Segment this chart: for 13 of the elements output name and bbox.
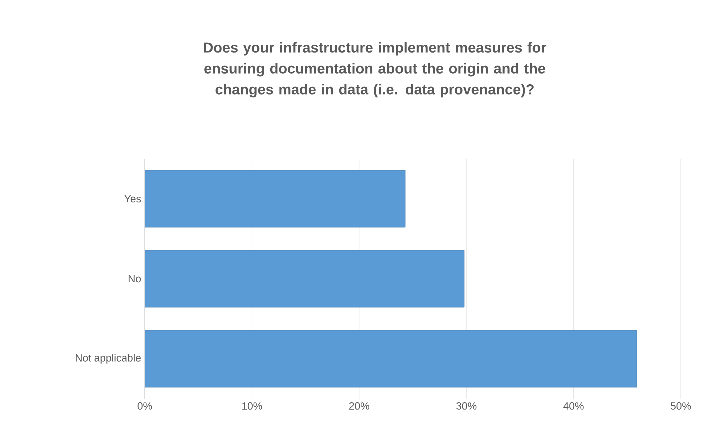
x-tick-label: 30% — [456, 402, 477, 410]
x-tick-label: 40% — [564, 402, 584, 410]
y-tick-label: Yes — [124, 195, 142, 203]
y-tick-label: Not applicable — [76, 354, 141, 364]
y-tick-label: No — [128, 275, 142, 283]
x-tick-label: 0% — [138, 402, 152, 410]
bar — [145, 330, 638, 388]
x-tick-label: 20% — [349, 402, 370, 410]
bar — [145, 250, 465, 308]
bar — [145, 170, 406, 228]
x-tick-label: 50% — [670, 402, 692, 410]
chart-title: Does your infrastructure implement measures for ensuring documentation about the origin and the changes made in data (i.e. data provenance)? — [204, 42, 547, 98]
x-tick-label: 10% — [242, 402, 262, 410]
